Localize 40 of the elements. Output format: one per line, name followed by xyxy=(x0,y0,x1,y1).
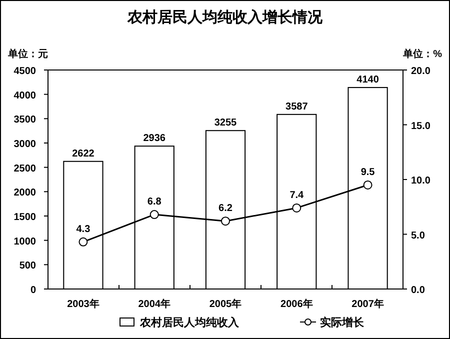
y-tick-label: 4000 xyxy=(14,90,36,102)
data-label: 4140 xyxy=(356,74,380,86)
data-label: 2622 xyxy=(72,148,95,160)
y-tick-label: 500 xyxy=(19,260,36,272)
x-tick-label: 2006年 xyxy=(280,298,313,310)
x-tick-label: 2003年 xyxy=(67,298,100,310)
data-label: 7.4 xyxy=(290,190,304,201)
data-label: 3587 xyxy=(286,101,308,112)
y2-tick-label: 0.0 xyxy=(411,285,426,296)
x-tick-label: 2004年 xyxy=(138,298,170,310)
y-axis-title: 单位：元 xyxy=(7,48,48,60)
point xyxy=(150,210,159,220)
y-tick-label: 2000 xyxy=(14,188,36,199)
y2-tick-label: 20.0 xyxy=(411,66,431,77)
x-tick-label: 2007年 xyxy=(352,298,384,310)
y-tick-label: 0 xyxy=(30,285,36,296)
data-label: 6.2 xyxy=(218,203,233,214)
point xyxy=(292,203,302,212)
legend-label: 实际增长 xyxy=(320,316,365,329)
data-label: 3255 xyxy=(214,118,238,129)
data-label: 6.8 xyxy=(147,196,162,208)
y2-axis-title: 单位：% xyxy=(402,48,442,60)
y2-tick-label: 15.0 xyxy=(411,120,431,132)
y2-tick-label: 5.0 xyxy=(411,230,426,242)
data-label: 4.3 xyxy=(76,224,91,235)
point xyxy=(221,216,230,226)
point xyxy=(363,180,372,190)
y-tick-label: 2500 xyxy=(14,163,36,174)
y2-tick-label: 10.0 xyxy=(411,176,431,186)
y-tick-label: 1500 xyxy=(14,212,36,223)
x-tick-label: 2005年 xyxy=(209,298,242,310)
y-tick-label: 3000 xyxy=(14,139,36,150)
legend-label: 农村居民人均纯收入 xyxy=(139,316,240,329)
y-tick-label: 3500 xyxy=(14,114,36,126)
chart-title: 农村居民人均纯收入增长情况 xyxy=(126,9,324,26)
y-tick-label: 4500 xyxy=(14,66,36,77)
data-label: 2936 xyxy=(143,133,166,144)
y-tick-label: 1000 xyxy=(14,236,36,248)
point xyxy=(78,237,88,246)
data-label: 9.5 xyxy=(360,166,376,178)
